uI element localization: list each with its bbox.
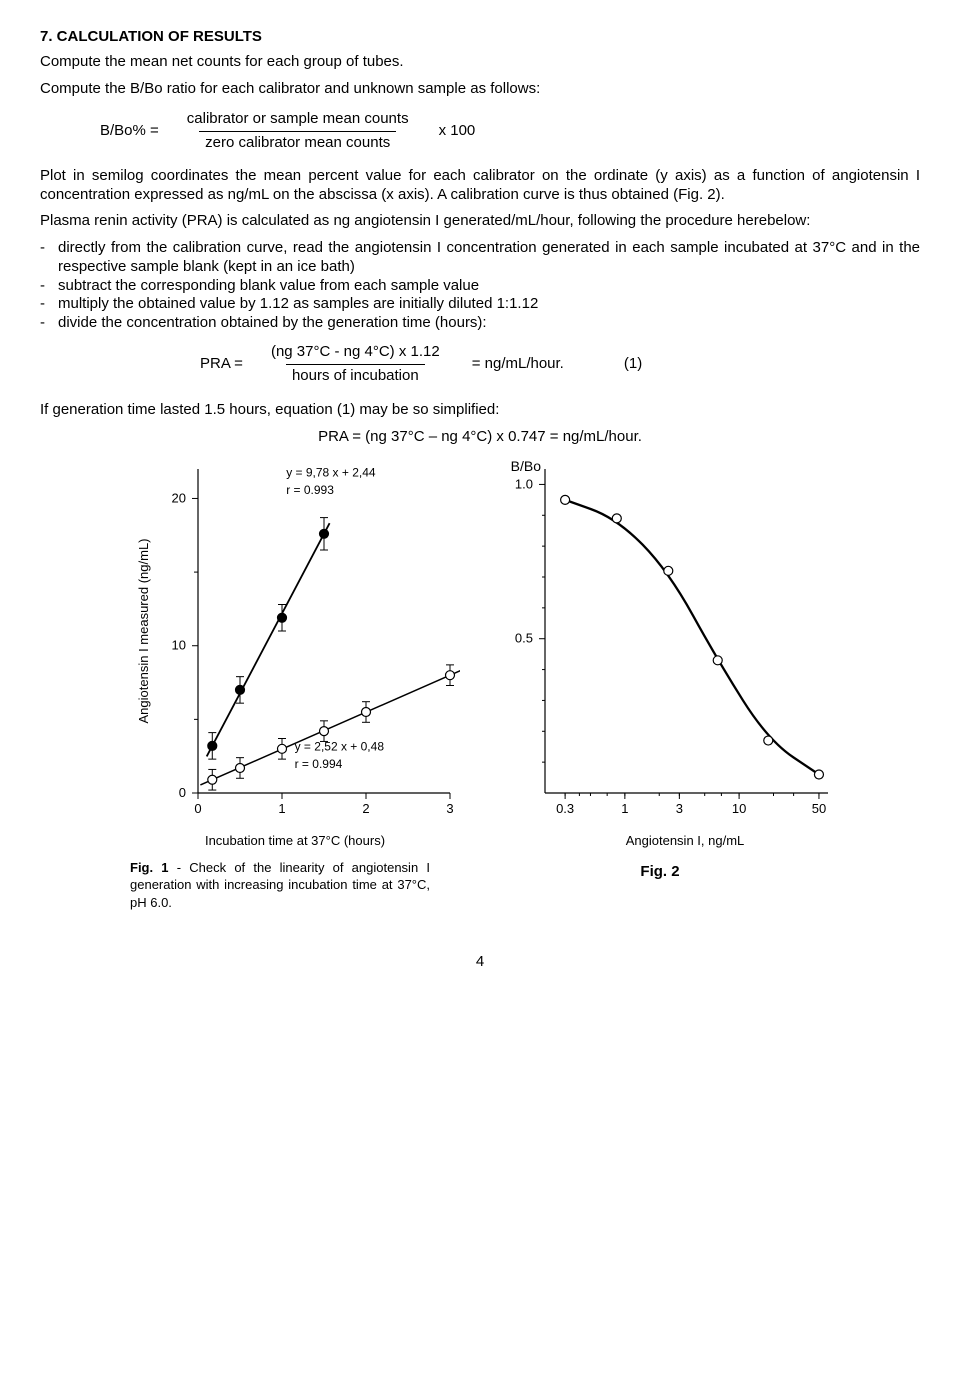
svg-text:3: 3 [446,801,453,816]
intro-2: Compute the B/Bo ratio for each calibrat… [40,80,920,99]
svg-text:1: 1 [621,801,628,816]
formula-pra-denominator: hours of incubation [286,364,425,386]
svg-text:y = 2,52 x + 0,48: y = 2,52 x + 0,48 [295,739,385,753]
dash-icon: - [40,277,58,296]
svg-text:0.5: 0.5 [515,630,533,645]
simplified-intro: If generation time lasted 1.5 hours, equ… [40,401,920,420]
dash-icon: - [40,239,58,277]
formula-pra-tail: = ng/mL/hour. [472,355,564,374]
para-plot: Plot in semilog coordinates the mean per… [40,167,920,205]
formula-pra: PRA = (ng 37°C - ng 4°C) x 1.12 hours of… [200,343,920,386]
svg-text:2: 2 [362,801,369,816]
svg-text:r = 0.993: r = 0.993 [286,483,334,497]
svg-text:3: 3 [676,801,683,816]
fig2-xlabel: Angiotensin I, ng/mL [530,833,840,849]
svg-text:Angiotensin I measured (ng/mL): Angiotensin I measured (ng/mL) [136,538,151,723]
svg-text:10: 10 [172,637,186,652]
svg-text:1.0: 1.0 [515,476,533,491]
formula-bbo-label: B/Bo% = [100,122,159,141]
svg-text:B/Bo: B/Bo [511,461,542,474]
bullet-text: multiply the obtained value by 1.12 as s… [58,295,920,314]
bullet-item: -directly from the calibration curve, re… [40,239,920,277]
bullet-text: divide the concentration obtained by the… [58,314,920,333]
svg-text:50: 50 [812,801,826,816]
fig1-chart: 0 10 20 0 1 2 3 Angiotensin I measured (ng/mL) y… [130,461,460,821]
section-title: 7. CALCULATION OF RESULTS [40,28,920,47]
svg-text:1: 1 [278,801,285,816]
formula-bbo-fraction: calibrator or sample mean counts zero ca… [181,110,415,153]
svg-text:0.3: 0.3 [556,801,574,816]
simplified-eq: PRA = (ng 37°C – ng 4°C) x 0.747 = ng/mL… [40,428,920,447]
svg-text:y = 9,78 x + 2,44: y = 9,78 x + 2,44 [286,465,376,479]
svg-text:20: 20 [172,490,186,505]
figures-row: 0 10 20 0 1 2 3 Angiotensin I measured (ng/mL) y… [130,461,920,912]
fig1-xlabel: Incubation time at 37°C (hours) [130,833,460,849]
svg-text:0: 0 [194,801,201,816]
dash-icon: - [40,314,58,333]
formula-pra-numerator: (ng 37°C - ng 4°C) x 1.12 [265,343,446,364]
bullet-text: directly from the calibration curve, rea… [58,239,920,277]
formula-pra-label: PRA = [200,355,243,374]
formula-bbo: B/Bo% = calibrator or sample mean counts… [100,110,920,153]
formula-pra-eqnum: (1) [624,355,642,374]
figure-2: 0.5 1.0 B/Bo 0.3 1 3 10 50 Angiotensin I, ng/mL… [490,461,840,912]
bullet-list: -directly from the calibration curve, re… [40,239,920,333]
fig2-chart: 0.5 1.0 B/Bo 0.3 1 3 10 50 [490,461,840,821]
figure-1: 0 10 20 0 1 2 3 Angiotensin I measured (ng/mL) y… [130,461,460,912]
fig1-caption-text: Check of the linearity of angiotensin I … [130,860,430,910]
fig1-caption: Fig. 1 - Check of the linearity of angio… [130,859,430,912]
para-pra-intro: Plasma renin activity (PRA) is calculate… [40,212,920,231]
bullet-text: subtract the corresponding blank value f… [58,277,920,296]
svg-text:0: 0 [179,785,186,800]
bullet-item: -subtract the corresponding blank value … [40,277,920,296]
svg-text:10: 10 [732,801,746,816]
svg-text:r = 0.994: r = 0.994 [295,757,343,771]
fig2-caption: Fig. 2 [490,863,830,882]
formula-bbo-denominator: zero calibrator mean counts [199,131,396,153]
formula-bbo-multiplier: x 100 [439,122,476,141]
formula-bbo-numerator: calibrator or sample mean counts [181,110,415,131]
bullet-item: -multiply the obtained value by 1.12 as … [40,295,920,314]
intro-1: Compute the mean net counts for each gro… [40,53,920,72]
formula-pra-fraction: (ng 37°C - ng 4°C) x 1.12 hours of incub… [265,343,446,386]
page-number: 4 [40,953,920,972]
dash-icon: - [40,295,58,314]
bullet-item: -divide the concentration obtained by th… [40,314,920,333]
